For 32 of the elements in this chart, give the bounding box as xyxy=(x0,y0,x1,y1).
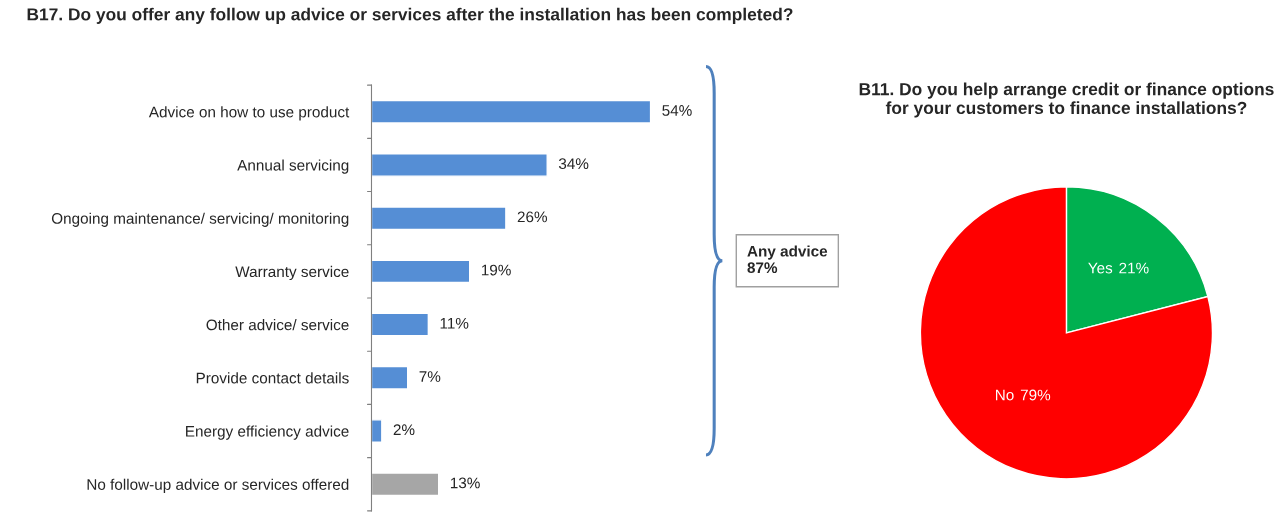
bar xyxy=(371,419,383,443)
text: Any advice 87% xyxy=(747,245,828,274)
chart-title: B17. Do you offer any follow up advice or services after the installation has been completed? xyxy=(27,7,793,24)
data-label: 11% xyxy=(440,317,469,329)
bar xyxy=(371,365,409,390)
data-label: 79% xyxy=(1020,389,1051,401)
y-tick-label: Annual servicing xyxy=(237,159,349,174)
data-label: 2% xyxy=(393,424,415,436)
bar xyxy=(371,259,471,284)
bar xyxy=(371,312,430,337)
bar xyxy=(371,99,652,124)
y-tick-label: Ongoing maintenance/ servicing/ monitoring xyxy=(51,212,349,227)
data-label: 13% xyxy=(450,477,480,489)
y-tick-label: Other advice/ service xyxy=(206,319,349,331)
chart-title: B11. Do you help arrange credit or finance options for your customers to finance installations? xyxy=(859,82,1274,118)
data-label: 19% xyxy=(481,264,511,276)
data-label: 54% xyxy=(662,105,692,116)
y-tick-label: Warranty service xyxy=(235,265,349,281)
pie-slice xyxy=(919,186,1214,480)
y-tick-label: No follow-up advice or services offered xyxy=(87,478,349,493)
y-tick-label: Energy efficiency advice xyxy=(186,425,349,440)
bar xyxy=(371,206,507,231)
y-tick-label: Advice on how to use product xyxy=(148,106,350,121)
slice-label: Yes xyxy=(1088,262,1113,274)
y-tick-label: Provide contact details xyxy=(196,372,349,384)
bar xyxy=(371,153,548,177)
bar xyxy=(371,472,440,497)
data-label: 26% xyxy=(517,211,548,223)
data-label: 34% xyxy=(558,158,589,170)
data-label: 7% xyxy=(419,371,441,382)
data-label: 21% xyxy=(1119,262,1149,274)
slice-label: No xyxy=(996,389,1014,401)
